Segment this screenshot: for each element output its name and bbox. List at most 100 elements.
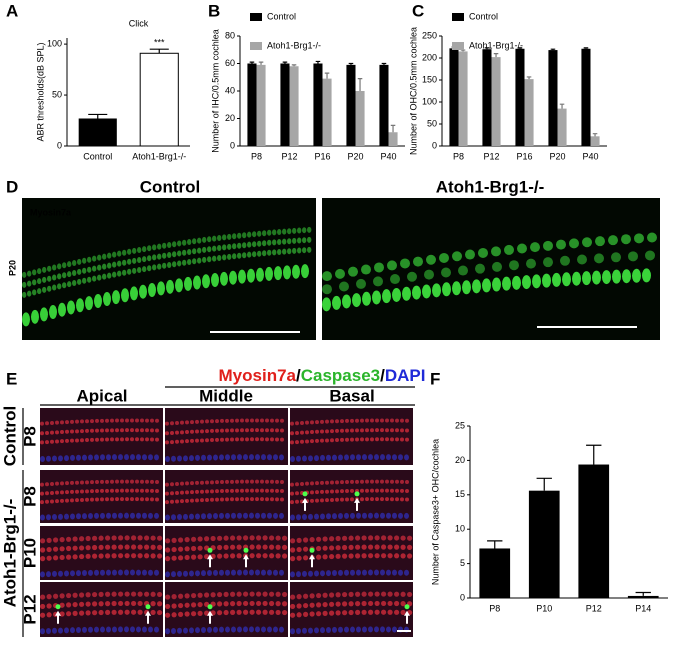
cell [88, 626, 93, 633]
cell [157, 263, 162, 270]
cell [197, 237, 202, 244]
cell [55, 490, 59, 495]
cell [315, 498, 319, 503]
cell [178, 537, 184, 543]
cell [152, 264, 157, 271]
cell [398, 512, 403, 519]
cell [305, 430, 309, 435]
error-bar [291, 64, 297, 67]
cell [52, 274, 57, 281]
legend-label: Control [267, 11, 296, 21]
cell [82, 257, 87, 264]
cell [154, 512, 159, 519]
cell [256, 544, 262, 550]
cell [107, 252, 112, 259]
cell [260, 488, 264, 493]
cell [122, 249, 127, 256]
cell [362, 569, 367, 576]
cell [374, 591, 380, 597]
cell [137, 256, 142, 263]
cell [162, 242, 167, 249]
cell [394, 535, 400, 541]
cell [157, 535, 163, 541]
cell [270, 488, 274, 493]
cell [360, 418, 364, 423]
cell [390, 437, 394, 442]
cell [175, 490, 179, 495]
cell [52, 514, 57, 521]
cell [322, 271, 332, 282]
cell [76, 454, 81, 461]
bar [256, 64, 266, 146]
cell [105, 591, 111, 597]
cell [355, 437, 359, 442]
cell [404, 512, 409, 519]
cell [170, 499, 174, 504]
error-bar [249, 61, 255, 64]
cell [207, 626, 212, 633]
cell [387, 609, 393, 615]
cell [165, 421, 169, 426]
cell [76, 570, 81, 577]
cell [325, 480, 329, 485]
cell [392, 287, 401, 302]
cell [70, 498, 74, 503]
cell [342, 591, 348, 598]
cell [157, 609, 163, 616]
cell [122, 259, 127, 266]
cell [125, 418, 129, 423]
cell [195, 498, 199, 503]
cell [171, 546, 177, 553]
cell [400, 258, 410, 269]
cell [130, 569, 135, 576]
cell [249, 454, 254, 461]
cell [22, 271, 27, 278]
cell [140, 428, 144, 433]
cell [118, 569, 123, 576]
cell [115, 497, 119, 502]
cell [106, 626, 111, 633]
cell [270, 437, 274, 442]
cell [355, 601, 361, 607]
arrow [55, 610, 61, 624]
cell [223, 535, 229, 541]
y-tick-label: 200 [422, 52, 437, 62]
cell [439, 252, 449, 263]
cell [115, 479, 119, 484]
error-bar [381, 62, 387, 65]
cell [40, 514, 45, 521]
cell [296, 612, 302, 618]
cell [398, 454, 403, 461]
cell [243, 600, 249, 607]
cell [155, 479, 159, 484]
cell [59, 611, 65, 617]
cell [92, 275, 97, 282]
cell [210, 428, 214, 433]
cell [270, 479, 274, 484]
cell [290, 547, 296, 553]
cell [381, 553, 387, 559]
cell [365, 488, 369, 493]
cell [80, 429, 84, 434]
cell [225, 454, 230, 461]
cell [385, 428, 389, 433]
cell [124, 544, 130, 550]
cell [205, 419, 209, 424]
cell [380, 512, 385, 519]
cell [31, 309, 39, 324]
cell [46, 455, 51, 462]
cell [103, 292, 111, 307]
cell [332, 626, 337, 633]
cell [380, 428, 384, 433]
cell [211, 273, 219, 288]
cell [197, 545, 203, 551]
cell [105, 488, 109, 493]
cell [66, 536, 72, 542]
cell [207, 246, 212, 253]
cell [98, 601, 104, 607]
cell [105, 428, 109, 433]
cell [82, 267, 87, 274]
cell [200, 429, 204, 434]
cell [150, 437, 154, 442]
cell [57, 283, 62, 290]
